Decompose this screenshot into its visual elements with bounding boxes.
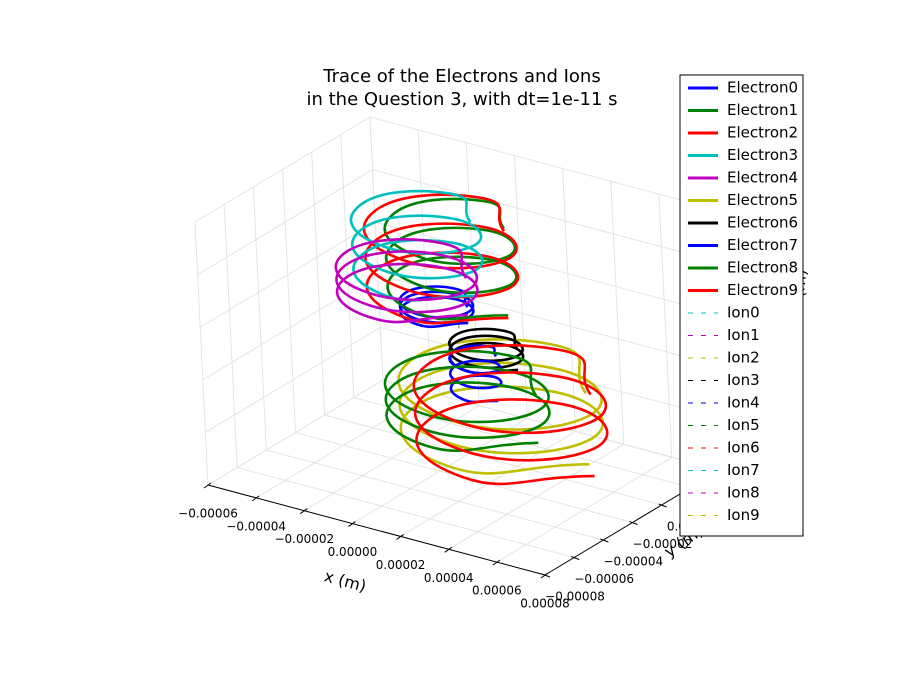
grid: [194, 116, 721, 576]
x-tick-label: −0.00004: [226, 519, 286, 533]
legend-label: Ion6: [727, 439, 760, 457]
legend-label: Ion0: [727, 304, 760, 322]
legend-box: [679, 74, 804, 537]
x-tick-label: 0.00006: [472, 584, 522, 598]
legend-label: Electron4: [727, 169, 798, 187]
grid-line: [237, 467, 575, 558]
grid-line: [372, 169, 710, 261]
legend: Electron0 Electron1 Electron2 Electron3 Elec…: [679, 74, 804, 537]
legend-label: Electron7: [727, 236, 798, 254]
grid-line: [324, 414, 662, 506]
grid-line: [375, 221, 713, 313]
legend-label: Electron9: [727, 281, 798, 299]
chart-title: Trace of the Electrons and Ions: [322, 66, 600, 87]
grid-line: [266, 449, 604, 541]
chart-title: in the Question 3, with dt=1e-11 s: [306, 89, 617, 110]
y-tick-mark: [600, 538, 609, 543]
x-tick-mark: [348, 521, 356, 527]
grid-line: [513, 155, 528, 419]
grid-line: [282, 169, 296, 433]
legend-label: Electron1: [727, 101, 798, 119]
grid-line: [197, 169, 373, 276]
y-tick-mark: [658, 503, 667, 508]
x-tick-label: 0.00008: [520, 597, 570, 611]
grid-line: [562, 168, 577, 432]
x-tick-label: 0.00000: [328, 545, 378, 559]
x-axis-label: x (m): [322, 566, 368, 595]
x-tick-label: 0.00002: [376, 558, 426, 572]
legend-label: Electron2: [727, 124, 798, 142]
y-tick-label: −0.00008: [545, 590, 605, 604]
legend-label: Electron5: [727, 191, 798, 209]
x-tick-mark: [203, 482, 212, 489]
legend-label: Electron6: [727, 214, 798, 232]
y-tick-label: −0.00002: [633, 537, 693, 551]
x-tick-mark: [444, 546, 453, 553]
y-tick-mark: [570, 556, 580, 560]
electron-trace: [398, 285, 475, 329]
grid-line: [194, 116, 371, 223]
grid-line: [207, 379, 384, 486]
grid-line: [199, 221, 376, 328]
x-tick-mark: [492, 559, 501, 566]
grid-line: [252, 186, 267, 451]
legend-label: Ion5: [727, 416, 760, 434]
grid-line: [223, 204, 238, 468]
legend-label: Ion8: [727, 484, 760, 502]
x-axis: [207, 484, 546, 576]
grid-line: [311, 151, 326, 416]
y-tick-label: −0.00004: [603, 555, 663, 569]
electron-trace: [412, 344, 609, 486]
legend-label: Ion9: [727, 506, 760, 524]
x-tick-label: −0.00002: [274, 532, 334, 546]
grid-line: [369, 116, 708, 208]
grid-line: [610, 181, 625, 445]
grid-line: [658, 194, 673, 458]
electron-trace: [334, 238, 479, 324]
grid-line: [380, 326, 718, 418]
legend-label: Ion1: [727, 326, 760, 344]
legend-label: Electron0: [727, 79, 798, 97]
grid-line: [194, 221, 209, 486]
y-tick-mark: [629, 521, 638, 525]
legend-label: Ion3: [727, 371, 760, 389]
legend-label: Ion2: [727, 349, 760, 367]
legend-label: Electron8: [727, 259, 798, 277]
x-tick-mark: [299, 508, 308, 515]
x-tick-label: 0.00004: [424, 571, 474, 585]
legend-label: Ion7: [727, 461, 760, 479]
grid-line: [382, 379, 721, 471]
electron-trace: [349, 189, 484, 302]
x-tick-label: −0.00006: [178, 507, 238, 521]
grid-line: [205, 326, 381, 433]
legend-label: Electron3: [727, 146, 798, 164]
y-tick-label: −0.00006: [574, 572, 634, 586]
grid-line: [340, 134, 355, 398]
x-tick-mark: [251, 495, 260, 502]
x-tick-mark: [396, 534, 404, 540]
electron-trace: [383, 349, 551, 453]
grid-line: [202, 274, 379, 381]
legend-label: Ion4: [727, 394, 760, 412]
